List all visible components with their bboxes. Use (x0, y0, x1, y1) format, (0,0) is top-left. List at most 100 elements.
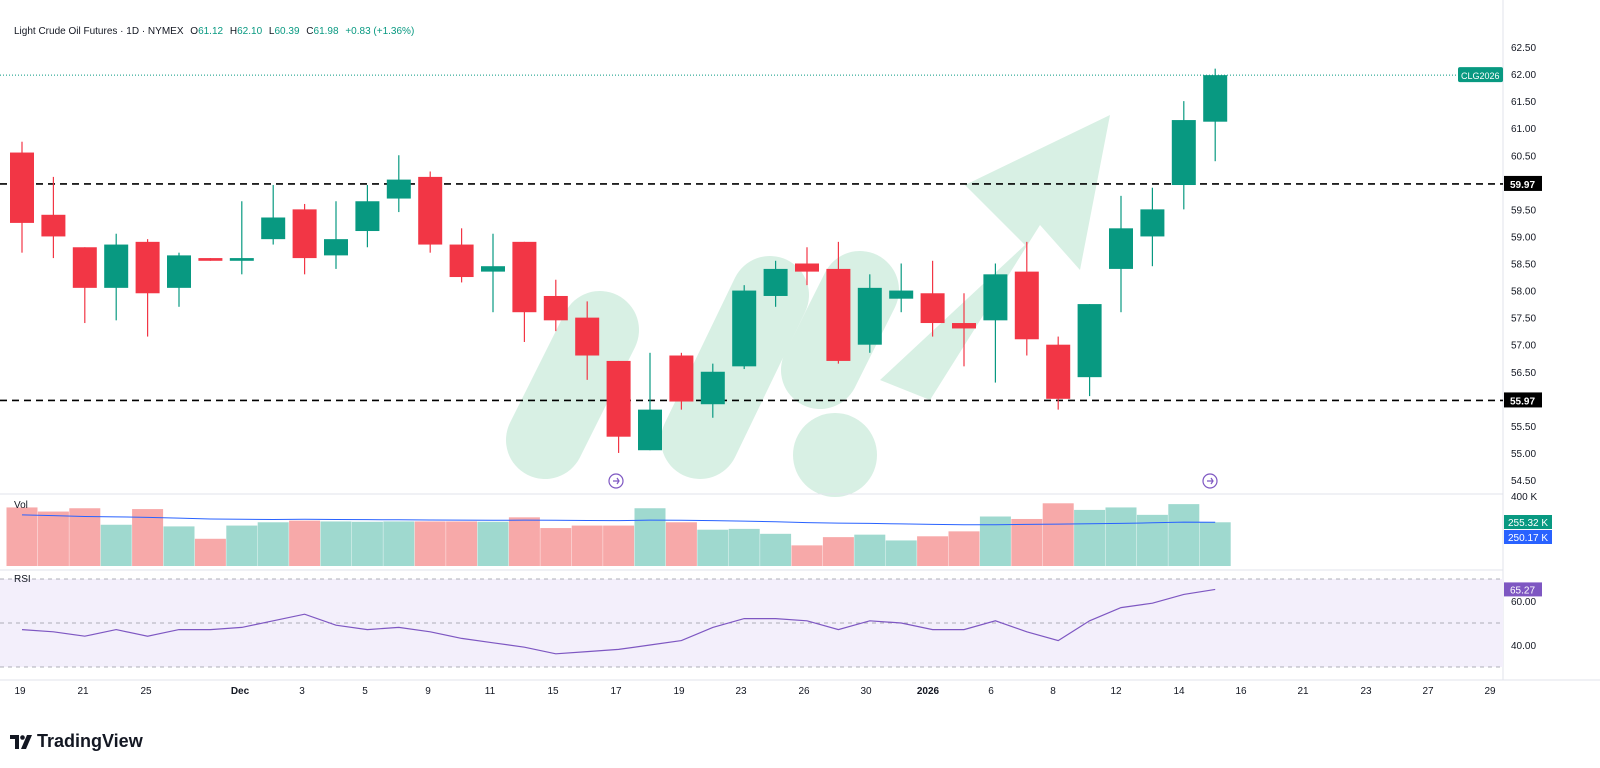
close-value: 61.98 (313, 26, 339, 37)
candle-body (732, 290, 757, 367)
volume-bar (257, 522, 289, 566)
candle-body (104, 244, 129, 288)
price-tick-label: 55.50 (1511, 422, 1536, 433)
volume-value: 255.32 K (1508, 518, 1548, 529)
volume-bar (603, 525, 635, 566)
candle-body (72, 247, 97, 288)
candle-body (952, 323, 976, 329)
volume-bar (383, 521, 415, 566)
price-tick-label: 62.50 (1511, 43, 1536, 54)
time-tick-label: 2026 (917, 686, 940, 697)
tradingview-logo[interactable]: TradingView (10, 731, 143, 752)
time-tick-label: 9 (425, 686, 431, 697)
candle-body (826, 268, 851, 361)
candle-body (857, 287, 882, 345)
volume-bar (854, 534, 886, 566)
candle-body (1203, 75, 1228, 122)
volume-ma-value: 250.17 K (1508, 533, 1548, 544)
candle-body (41, 214, 66, 237)
volume-tick-label: 400 K (1511, 492, 1537, 503)
volume-bar (446, 521, 478, 566)
volume-bar (132, 509, 164, 566)
candle-body (1140, 209, 1165, 237)
volume-ma-badge (1504, 530, 1552, 544)
volume-bars: 400 K 255.32 K 250.17 K (6, 492, 1552, 566)
candle-body (355, 201, 380, 232)
low-label: L (268, 26, 275, 37)
time-tick-label: 12 (1110, 686, 1122, 697)
candle-body (575, 317, 600, 356)
time-tick-label: 19 (14, 686, 26, 697)
candle-body (1046, 344, 1071, 399)
event-marker-arrow (613, 477, 620, 485)
time-tick-label: 19 (673, 686, 685, 697)
candle-body (1077, 304, 1102, 378)
candles (10, 68, 1228, 453)
candle-body (10, 152, 34, 223)
price-tick-label: 58.00 (1511, 287, 1536, 298)
candle-body (135, 241, 160, 294)
level-badge (1504, 175, 1542, 191)
volume-bar (571, 525, 603, 566)
tradingview-icon (10, 734, 32, 749)
price-tick-label: 55.00 (1511, 449, 1536, 460)
time-tick-label: 21 (1297, 686, 1309, 697)
rsi-tick-label: 60.00 (1511, 597, 1536, 608)
close-label: C (306, 26, 314, 37)
volume-bar (791, 545, 823, 566)
time-tick-label: 15 (547, 686, 559, 697)
volume-bar (948, 531, 980, 566)
candle-body (1109, 228, 1133, 269)
volume-bar (351, 521, 383, 566)
volume-bar (163, 526, 195, 566)
price-tick-label: 61.00 (1511, 124, 1536, 135)
volume-badge (1504, 515, 1552, 529)
event-markers[interactable] (608, 473, 1218, 489)
volume-bar (1042, 503, 1074, 566)
level-badge (1504, 392, 1542, 408)
volume-bar (414, 521, 446, 566)
volume-bar (1011, 518, 1043, 566)
open-value: 61.12 (198, 26, 224, 37)
event-marker-icon[interactable] (608, 473, 624, 489)
candle-body (1014, 271, 1039, 340)
time-tick-label: 3 (299, 686, 305, 697)
event-marker-icon[interactable] (1202, 473, 1218, 489)
candle-body (606, 360, 631, 437)
time-tick-label: 30 (860, 686, 872, 697)
candle-body (198, 258, 223, 261)
price-tick-label: 56.50 (1511, 368, 1536, 379)
watermark-logo: VN COMMODITIES (472, 115, 1110, 646)
time-tick-label: 26 (798, 686, 810, 697)
time-tick-label: 29 (1484, 686, 1496, 697)
price-tick-label: 59.00 (1511, 232, 1536, 243)
time-axis: 19 21 25 Dec 3 5 9 11 15 17 19 23 26 30 2026 6 8 12 14 16 21… (14, 686, 1496, 697)
candle-body (1171, 120, 1196, 186)
event-marker-arrow (1207, 477, 1214, 485)
price-tick-label: 62.00 (1511, 70, 1536, 81)
candle-body (983, 274, 1008, 321)
time-tick-label: 27 (1422, 686, 1434, 697)
price-tick-label: 54.50 (1511, 476, 1536, 487)
time-tick-label: 5 (362, 686, 368, 697)
volume-bar (1074, 509, 1106, 566)
time-tick-label: 23 (735, 686, 747, 697)
horizontal-levels: 59.97 55.97 CLG2026 (0, 67, 1542, 408)
candle-body (543, 295, 568, 321)
price-axis: 62.50 62.00 61.50 61.00 60.50 59.50 59.00 58.50… (1511, 43, 1536, 487)
candle-body (229, 258, 254, 261)
brand-name: TradingView (37, 731, 143, 751)
volume-bar (1105, 507, 1137, 566)
volume-bar (979, 516, 1011, 566)
candle-body (449, 244, 474, 278)
volume-bar (634, 508, 666, 566)
volume-bar (1168, 504, 1200, 566)
candle-body (324, 239, 348, 256)
time-tick-label: 14 (1173, 686, 1185, 697)
time-tick-label: 16 (1235, 686, 1247, 697)
candle-body (920, 293, 945, 324)
volume-bar (477, 521, 509, 566)
time-tick-label: Dec (231, 686, 250, 697)
time-tick-label: 6 (988, 686, 994, 697)
